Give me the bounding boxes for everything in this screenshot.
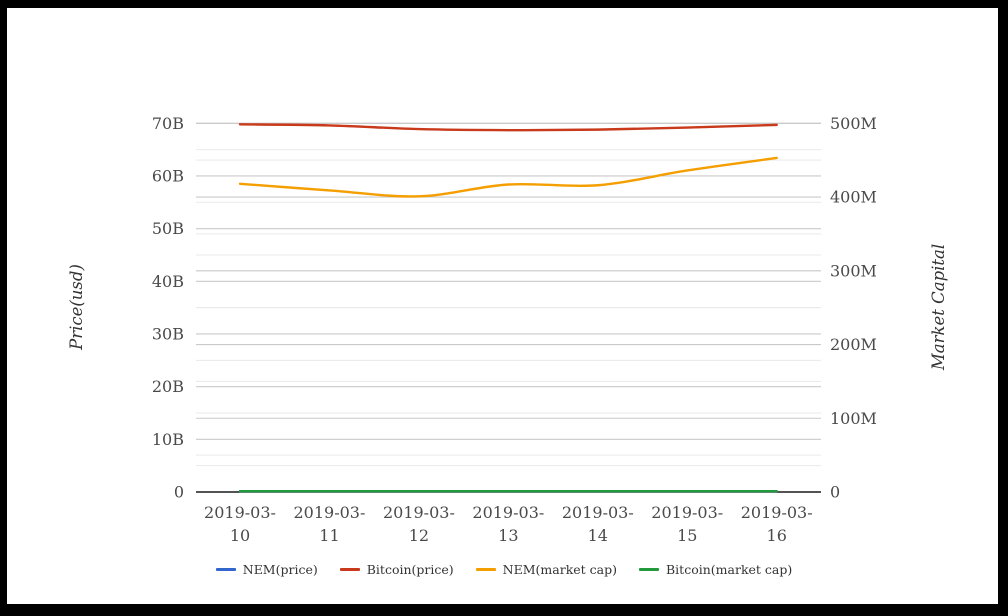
legend-label-nem-price: NEM(price): [242, 562, 318, 577]
frame-border-left: [0, 0, 7, 616]
frame-border-top: [0, 0, 1008, 8]
legend-item-nem-market-cap[interactable]: NEM(market cap): [475, 562, 617, 577]
right-axis-tick-label: 400M: [830, 188, 877, 207]
right-axis-tick-label: 300M: [830, 261, 877, 280]
legend-item-nem-price[interactable]: NEM(price): [215, 562, 318, 577]
x-axis-tick-label: 2019-03-15: [651, 503, 723, 545]
right-axis-tick-label: 500M: [830, 114, 877, 133]
right-axis-tick-label: 0: [830, 483, 840, 502]
x-axis-tick-label: 2019-03-11: [294, 503, 366, 545]
x-axis-tick-label: 2019-03-16: [741, 503, 813, 545]
x-axis-tick-label: 2019-03-10: [204, 503, 276, 545]
series-line-nem-market-cap: [238, 156, 778, 198]
x-axis-tick-label: 2019-03-14: [562, 503, 634, 545]
right-axis-tick-label: 100M: [830, 409, 877, 428]
left-axis-tick-label: 20B: [152, 377, 184, 396]
legend-item-bitcoin-market-cap[interactable]: Bitcoin(market cap): [639, 562, 792, 577]
left-axis-tick-label: 60B: [152, 166, 184, 185]
left-axis-tick-label: 10B: [152, 430, 184, 449]
left-axis-title: Price(usd): [67, 264, 86, 351]
left-axis-tick-label: 70B: [152, 114, 184, 133]
x-axis-tick-label: 2019-03-12: [383, 503, 455, 545]
left-axis-tick-label: 30B: [152, 324, 184, 343]
legend-label-bitcoin-market-cap: Bitcoin(market cap): [666, 562, 793, 577]
left-axis-tick-label: 50B: [152, 219, 184, 238]
series-line-bitcoin-price: [238, 123, 778, 132]
frame-border-bottom: [0, 604, 1008, 616]
frame-border-right: [998, 0, 1008, 616]
legend-line-icon-bitcoin-market-cap: [639, 568, 659, 571]
left-axis-tick-label: 0: [174, 483, 184, 502]
x-axis-tick-label: 2019-03-13: [472, 503, 544, 545]
legend-label-nem-market-cap: NEM(market cap): [502, 562, 617, 577]
left-axis-tick-label: 40B: [152, 272, 184, 291]
legend-line-icon-nem-price: [215, 568, 236, 571]
legend-label-bitcoin-price: Bitcoin(price): [366, 562, 454, 577]
chart-legend: NEM(price) Bitcoin(price) NEM(market cap) B…: [0, 562, 1008, 577]
legend-line-icon-nem-market-cap: [475, 568, 496, 571]
right-axis-tick-label: 200M: [830, 335, 877, 354]
legend-line-icon-bitcoin-price: [339, 568, 360, 571]
legend-item-bitcoin-price[interactable]: Bitcoin(price): [339, 562, 454, 577]
right-axis-title: Market Capital: [929, 244, 948, 371]
